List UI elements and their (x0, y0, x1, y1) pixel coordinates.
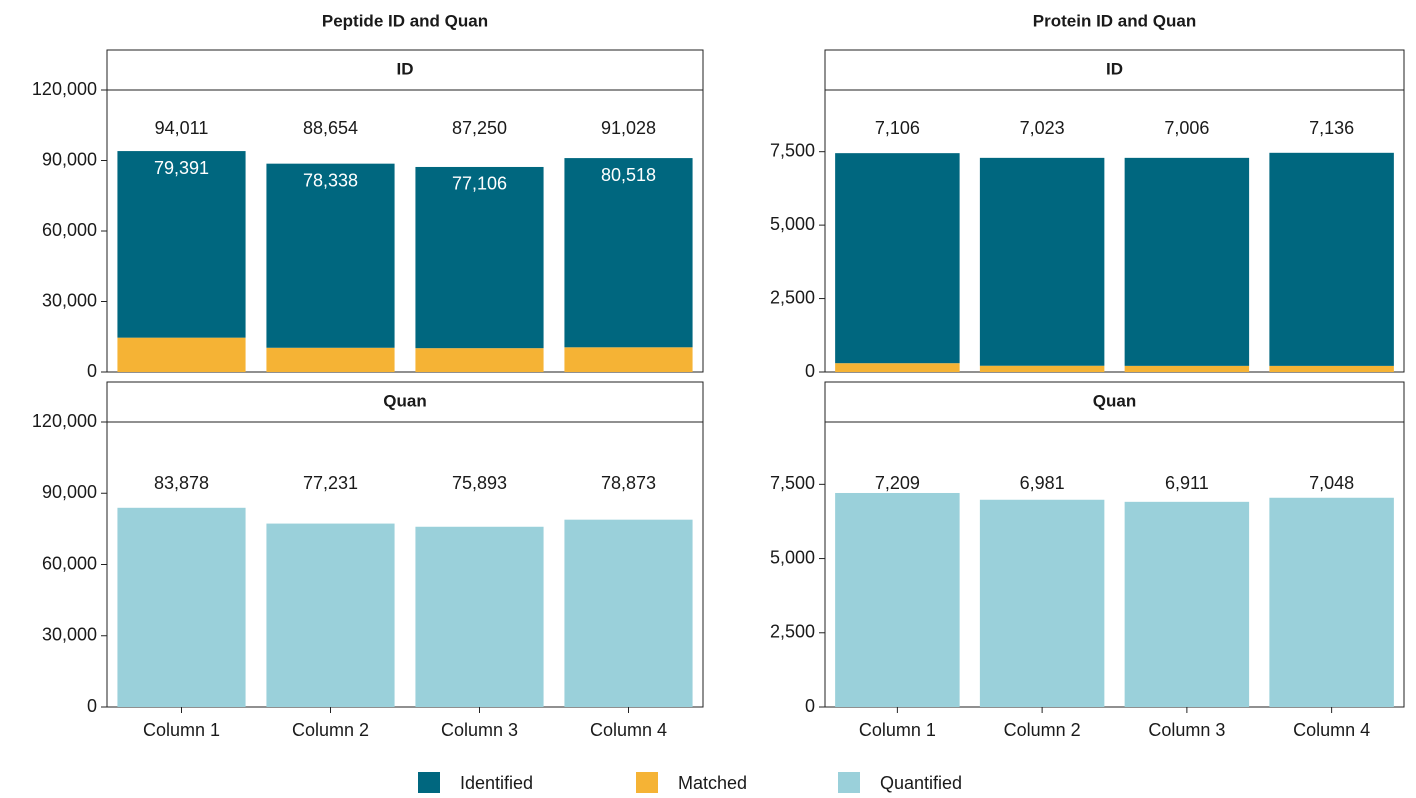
facet-strip (824, 381, 1405, 423)
legend-swatch (418, 772, 440, 794)
bar (564, 347, 693, 372)
x-tick-label: Column 4 (590, 720, 667, 740)
bar (117, 507, 246, 707)
data-label: 78,338 (303, 170, 358, 190)
legend-label: Matched (678, 773, 747, 793)
y-tick-label: 120,000 (32, 411, 97, 431)
panel-frame (824, 421, 1405, 708)
bar (1269, 497, 1394, 707)
y-tick-label: 0 (87, 696, 97, 716)
x-tick-label: Column 4 (1293, 720, 1370, 740)
bar (979, 365, 1105, 372)
facet-strip (106, 49, 704, 91)
total-label: 87,250 (452, 118, 507, 138)
legend-swatch (838, 772, 860, 794)
bar (415, 526, 544, 707)
y-tick-label: 5,000 (770, 214, 815, 234)
bar (415, 166, 544, 349)
total-label: 7,023 (1020, 118, 1065, 138)
y-tick-label: 30,000 (42, 290, 97, 310)
y-tick-label: 30,000 (42, 625, 97, 645)
chart-title: Peptide ID and Quan (322, 11, 488, 30)
bar (835, 492, 960, 707)
data-label: 7,048 (1309, 473, 1354, 493)
data-label: 7,209 (875, 473, 920, 493)
y-tick-label: 0 (805, 696, 815, 716)
y-tick-label: 7,500 (770, 140, 815, 160)
x-tick-label: Column 2 (1004, 720, 1081, 740)
bar (979, 499, 1105, 707)
bar (266, 347, 395, 372)
legend-label: Identified (460, 773, 533, 793)
total-label: 7,106 (875, 118, 920, 138)
y-tick-label: 0 (805, 361, 815, 381)
bar (117, 337, 246, 372)
data-label: 75,893 (452, 473, 507, 493)
facet-title: Quan (1093, 391, 1136, 410)
bar (117, 151, 246, 338)
bar (1124, 157, 1250, 366)
bar (835, 363, 960, 372)
y-tick-label: 0 (87, 361, 97, 381)
y-tick-label: 90,000 (42, 482, 97, 502)
x-tick-label: Column 1 (143, 720, 220, 740)
data-label: 79,391 (154, 158, 209, 178)
y-tick-label: 60,000 (42, 553, 97, 573)
legend-label: Quantified (880, 773, 962, 793)
bar (564, 519, 693, 707)
bar (1269, 152, 1394, 366)
total-label: 7,136 (1309, 118, 1354, 138)
y-tick-label: 2,500 (770, 622, 815, 642)
bar (564, 158, 693, 348)
x-tick-label: Column 1 (859, 720, 936, 740)
y-tick-label: 2,500 (770, 287, 815, 307)
facet-strip (824, 49, 1405, 91)
data-label: 80,518 (601, 165, 656, 185)
x-tick-label: Column 2 (292, 720, 369, 740)
total-label: 7,006 (1164, 118, 1209, 138)
data-label: 6,911 (1165, 473, 1209, 493)
x-tick-label: Column 3 (441, 720, 518, 740)
facet-title: Quan (383, 391, 426, 410)
x-tick-label: Column 3 (1148, 720, 1225, 740)
data-label: 78,873 (601, 473, 656, 493)
facet-title: ID (397, 59, 414, 78)
legend-swatch (636, 772, 658, 794)
bar (266, 523, 395, 707)
y-tick-label: 5,000 (770, 547, 815, 567)
bar (1124, 365, 1250, 372)
data-label: 6,981 (1020, 473, 1065, 493)
y-tick-label: 90,000 (42, 149, 97, 169)
data-label: 77,231 (303, 473, 358, 493)
y-tick-label: 120,000 (32, 79, 97, 99)
bar (1269, 365, 1394, 372)
bar (1124, 501, 1250, 707)
facet-title: ID (1106, 59, 1123, 78)
bar (835, 153, 960, 364)
chart-title: Protein ID and Quan (1033, 11, 1196, 30)
bar (979, 157, 1105, 366)
y-tick-label: 60,000 (42, 220, 97, 240)
panel-frame (824, 89, 1405, 373)
bar (266, 163, 395, 348)
total-label: 88,654 (303, 118, 358, 138)
total-label: 94,011 (155, 118, 209, 138)
data-label: 77,106 (452, 174, 507, 194)
facet-strip (106, 381, 704, 423)
data-label: 83,878 (154, 473, 209, 493)
y-tick-label: 7,500 (770, 473, 815, 493)
bar (415, 348, 544, 372)
total-label: 91,028 (601, 118, 656, 138)
